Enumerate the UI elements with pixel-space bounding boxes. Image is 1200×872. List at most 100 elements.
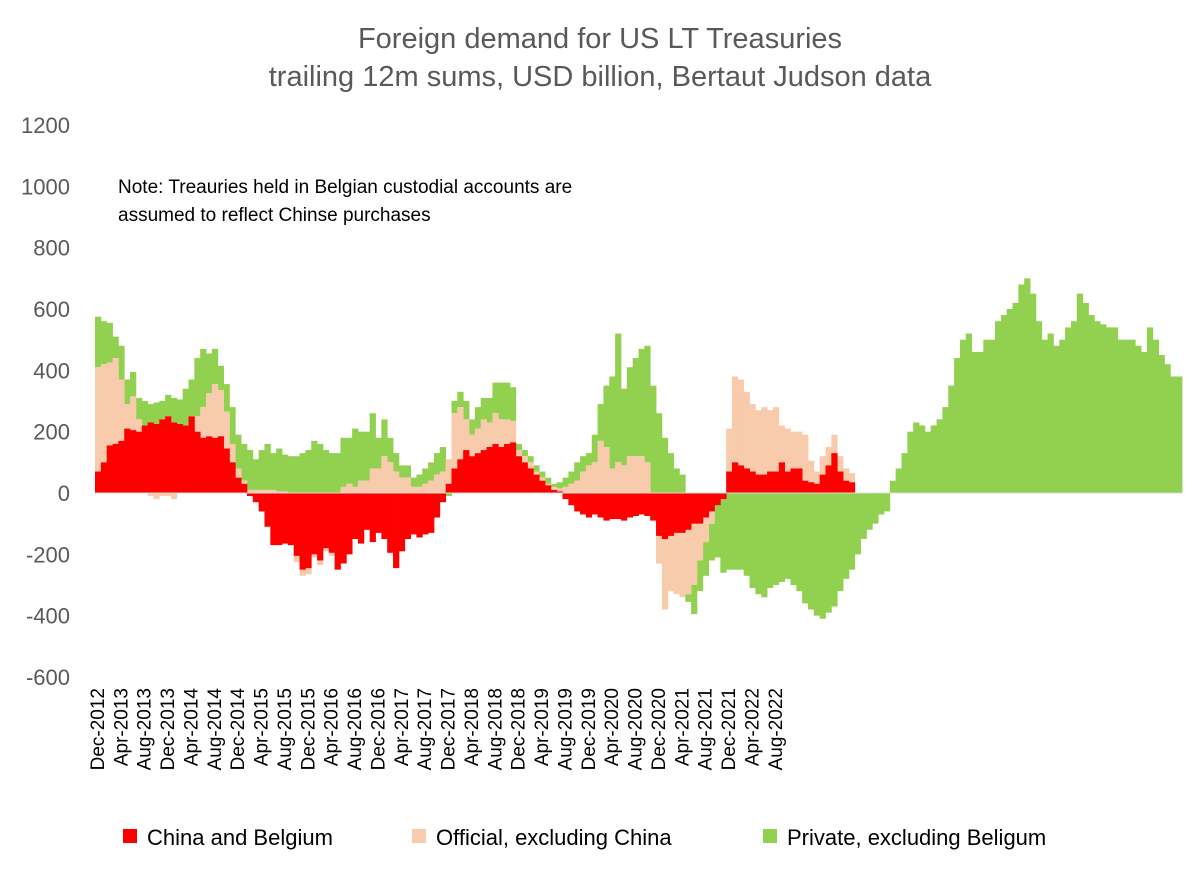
bar-segment	[696, 560, 704, 592]
bar-segment	[580, 456, 587, 472]
bar-segment	[112, 336, 119, 359]
bar-segment	[767, 410, 774, 472]
bar-segment	[340, 493, 347, 564]
bar-segment	[848, 473, 856, 483]
bar-segment	[363, 480, 371, 493]
bar-segment	[603, 447, 610, 493]
bar-segment	[620, 465, 628, 493]
bar-segment	[854, 493, 861, 555]
bar-segment	[626, 493, 634, 518]
x-tick-label: Apr-2018	[462, 688, 483, 766]
bar-segment	[696, 493, 704, 524]
bar-segment	[1111, 327, 1119, 493]
bar-segment	[375, 468, 382, 493]
bar-segment	[322, 548, 330, 552]
bar-segment	[235, 434, 242, 469]
bar-segment	[246, 493, 254, 497]
bar-segment	[954, 358, 961, 493]
bar-segment	[322, 450, 330, 493]
bar-segment	[720, 499, 727, 573]
bar-segment	[568, 471, 575, 484]
bar-segment	[416, 493, 423, 538]
bar-segment	[848, 493, 856, 570]
bar-segment	[1059, 339, 1066, 493]
bar-segment	[194, 358, 201, 417]
bar-segment	[404, 493, 411, 539]
x-tick-label: Dec-2018	[509, 688, 530, 770]
bar-segment	[825, 447, 832, 466]
bar-segment	[901, 453, 908, 493]
bar-segment	[772, 407, 780, 472]
bar-segment	[807, 493, 815, 610]
x-tick-label: Dec-2020	[649, 688, 670, 770]
bar-segment	[708, 523, 715, 561]
bar-segment	[638, 348, 645, 457]
y-tick-label: 1000	[21, 174, 70, 199]
bar-segment	[521, 450, 528, 457]
bar-segment	[369, 493, 376, 543]
bar-segment	[463, 450, 470, 493]
bar-segment	[381, 456, 388, 493]
bar-segment	[352, 493, 359, 539]
bar-segment	[469, 456, 476, 493]
bar-segment	[498, 382, 505, 420]
bar-segment	[229, 462, 236, 493]
bar-segment	[936, 419, 943, 493]
bar-segment	[550, 489, 558, 493]
bar-segment	[644, 462, 651, 493]
x-tick-label: Apr-2020	[602, 688, 623, 766]
bar-segment	[615, 462, 622, 493]
bar-segment	[457, 407, 464, 460]
x-tick-label: Dec-2014	[228, 688, 249, 771]
bar-segment	[638, 456, 645, 493]
bar-segment	[387, 462, 394, 493]
bar-segment	[258, 489, 265, 493]
bar-segment	[463, 419, 470, 451]
x-tick-label: Dec-2012	[88, 688, 109, 770]
bar-segment	[989, 339, 996, 493]
bar-segment	[451, 413, 458, 469]
bar-segment	[883, 493, 891, 512]
bar-segment	[790, 431, 797, 469]
bar-segment	[346, 493, 353, 555]
bar-segment	[223, 411, 230, 449]
bar-segment	[106, 362, 113, 446]
bar-segment	[106, 322, 113, 363]
bar-segment	[363, 431, 371, 481]
bar-segment	[626, 367, 634, 457]
bar-segment	[895, 468, 902, 493]
bar-segment	[550, 486, 558, 490]
bar-segment	[1135, 345, 1142, 493]
bar-segment	[889, 480, 897, 493]
bar-segment	[667, 453, 674, 493]
bar-segment	[206, 353, 213, 394]
bar-segment	[474, 407, 482, 429]
bar-segment	[1106, 327, 1113, 493]
bar-segment	[130, 371, 137, 397]
bar-segment	[761, 474, 768, 493]
bar-segment	[679, 493, 686, 533]
bar-segment	[1000, 315, 1008, 493]
bar-segment	[200, 348, 207, 408]
bar-segment	[305, 568, 312, 575]
y-tick-label: 200	[33, 420, 70, 445]
bar-segment	[1100, 324, 1107, 493]
bar-segment	[767, 471, 774, 493]
bar-segment	[352, 428, 359, 487]
bar-segment	[591, 493, 598, 515]
bar-segment	[527, 462, 534, 469]
bar-segment	[504, 443, 511, 493]
x-tick-label: Apr-2019	[532, 688, 553, 766]
bar-segment	[772, 493, 780, 585]
y-tick-label: 400	[33, 358, 70, 383]
bar-segment	[667, 535, 674, 592]
bar-segment	[685, 493, 692, 530]
bar-segment	[498, 447, 505, 493]
bar-segment	[118, 440, 125, 493]
x-tick-label: Apr-2014	[181, 688, 202, 767]
y-tick-label: 600	[33, 297, 70, 322]
bar-segment	[807, 460, 815, 483]
bar-segment	[726, 428, 733, 472]
x-tick-label: Aug-2021	[696, 688, 717, 770]
bar-segment	[702, 493, 710, 518]
